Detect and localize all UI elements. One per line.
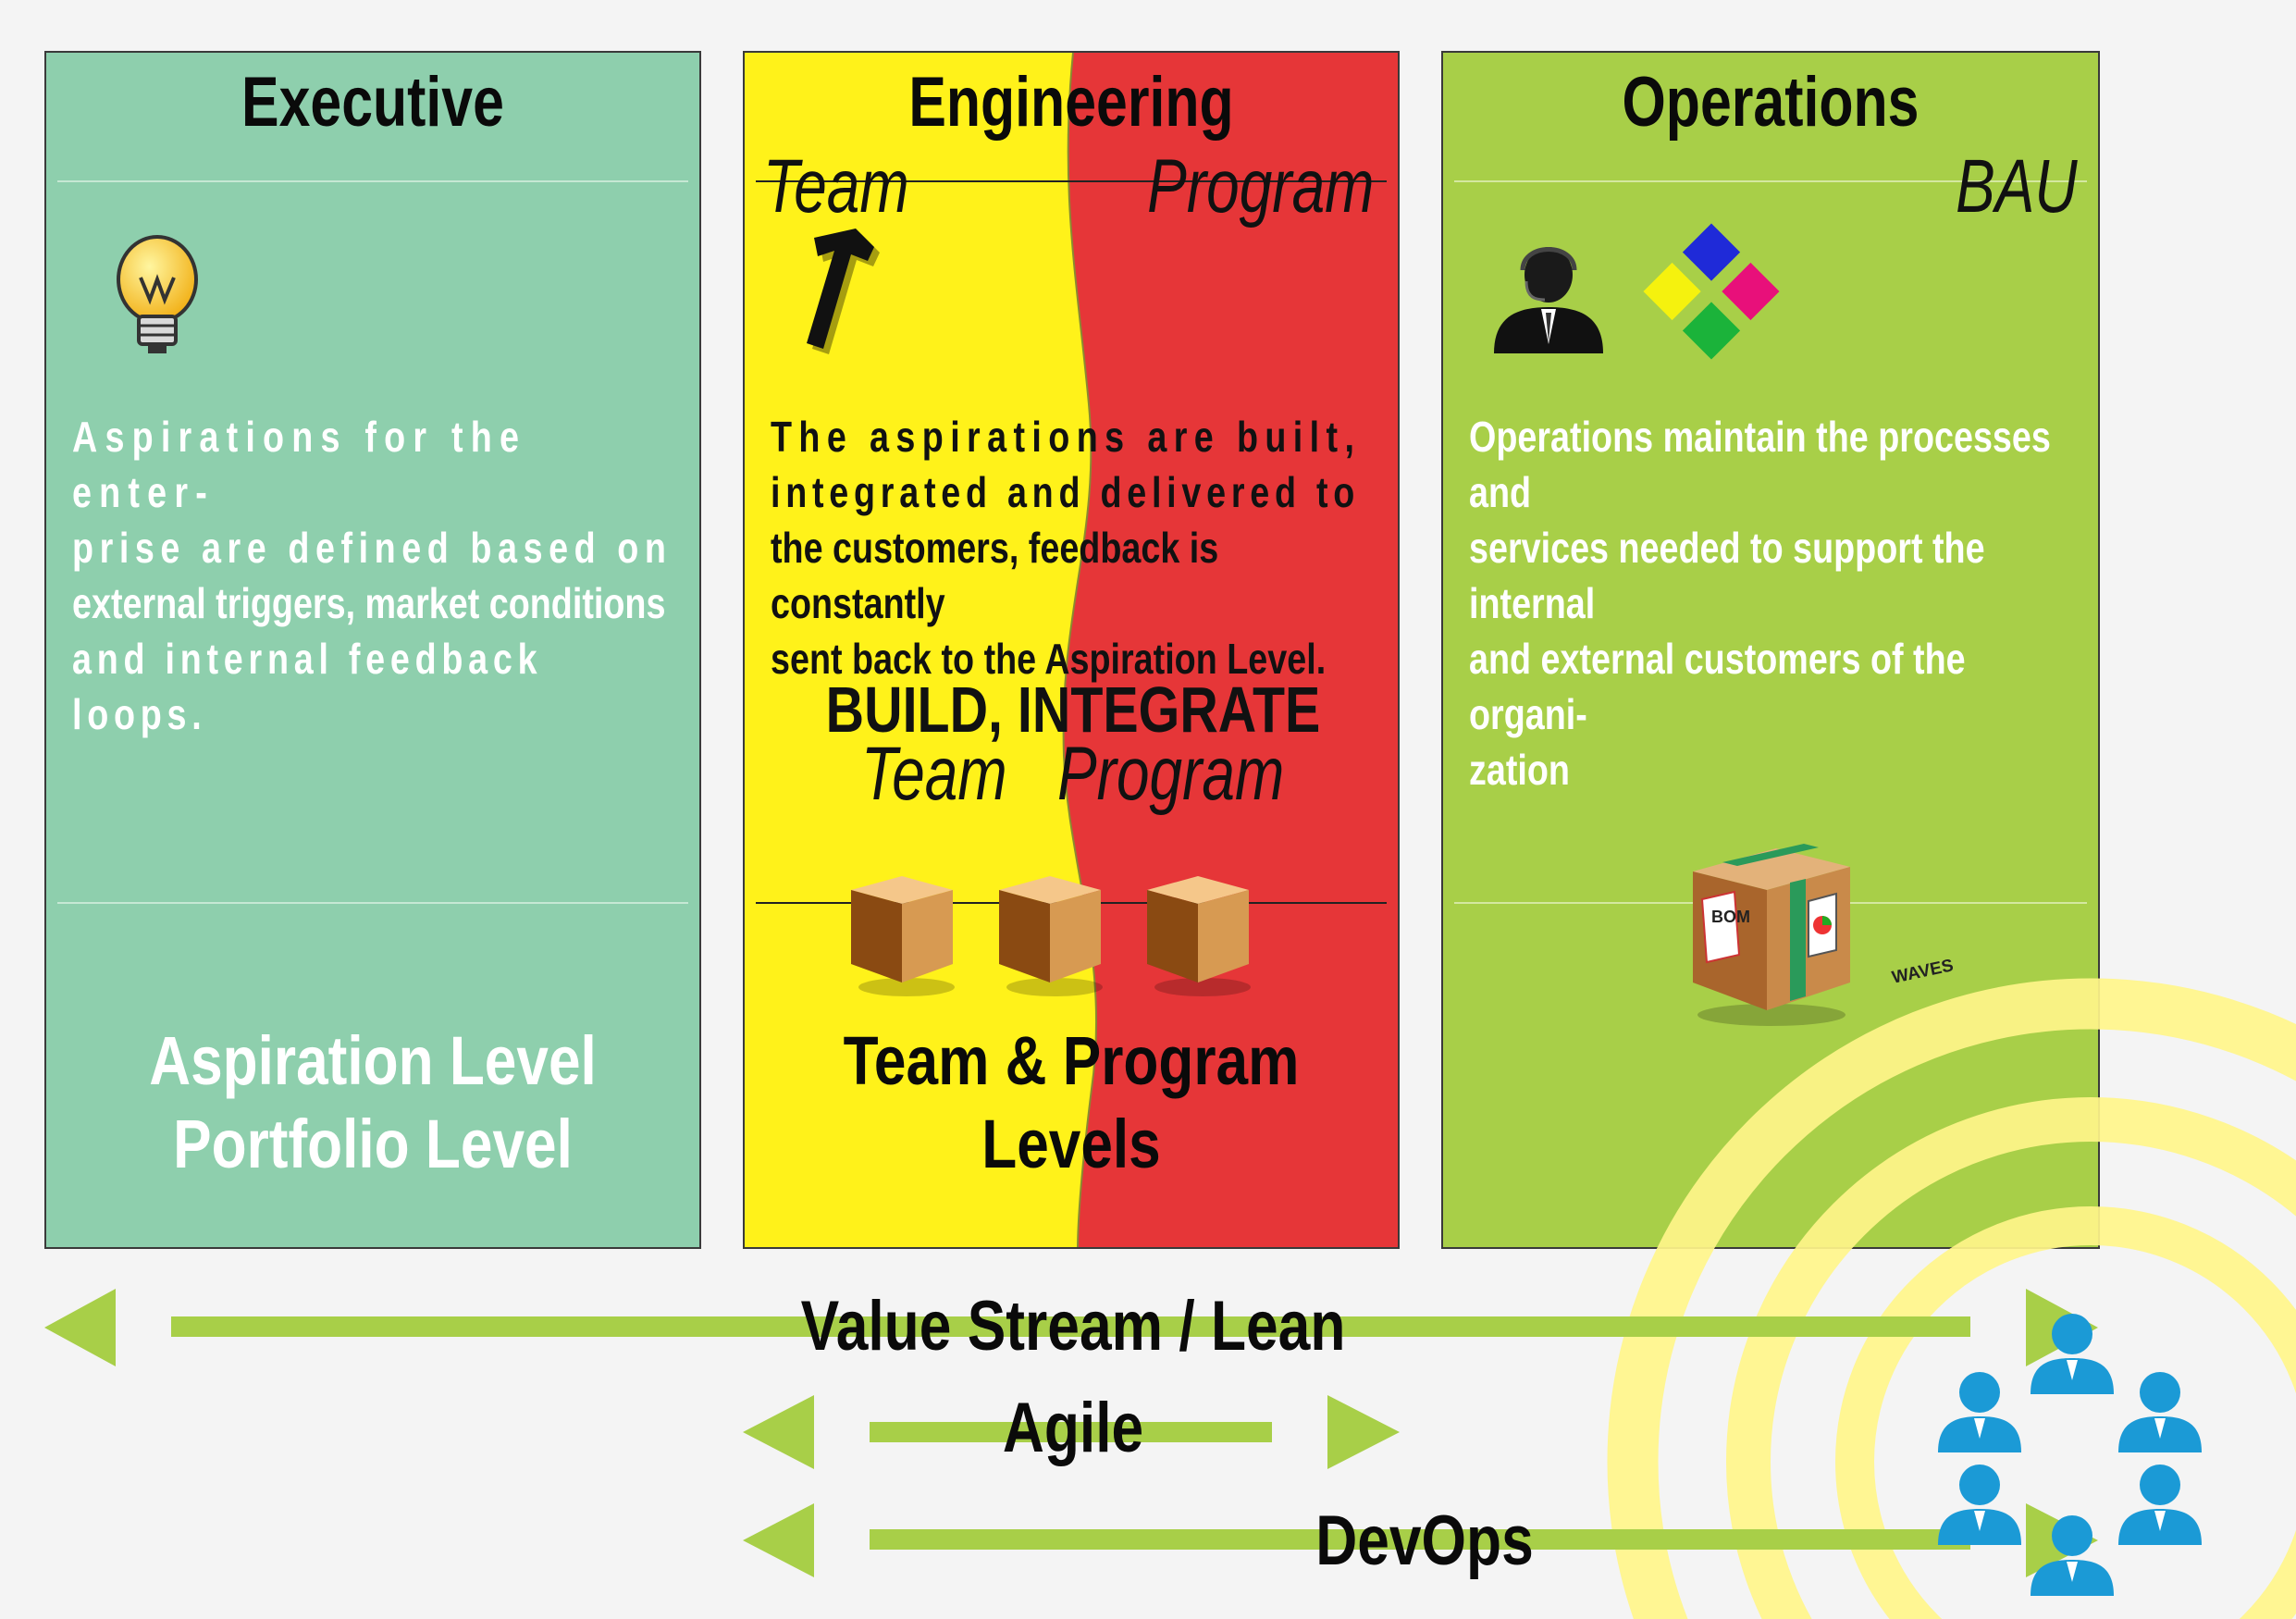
person-icon-4 [1938,1465,2021,1545]
value-stream-bar [171,1316,1970,1337]
hammer-icon [807,229,880,354]
devops-bar [870,1529,1970,1550]
person-icon-1 [2031,1314,2114,1394]
value-stream-label: Value Stream / Lean [800,1287,1346,1366]
executive-desc-line-1: Aspirations for the enter- [72,413,527,516]
box-icon-3 [1147,876,1251,996]
executive-title: Executive [241,63,504,142]
engineering-team-label: Team [763,144,909,229]
engineering-level: Team & Program Levels [796,1020,1345,1186]
agile-right-arrowhead [1327,1395,1400,1469]
operations-desc-line-1: Operations maintain the processes and [1469,413,2051,516]
engineering-desc-line-4: sent back to the Aspiration Level. [771,635,1327,683]
operations-bau-label: BAU [1956,144,2078,229]
engineering-desc-line-2: integrated and delivered to [771,468,1361,516]
executive-description: Aspirations for the enter- prise are def… [72,409,679,742]
agile-left-arrowhead [743,1395,814,1469]
aspiration-level-label: Aspiration Level [149,1022,597,1099]
devops-left-arrowhead [743,1503,814,1577]
engineering-title: Engineering [908,63,1234,142]
team-program-label: Team & Program [843,1022,1300,1099]
colored-squares-icon [1643,223,1780,360]
executive-level: Aspiration Level Portfolio Level [98,1020,647,1186]
boxes-row [851,876,1251,996]
engineering-program-label: Program [1146,144,1374,229]
box-icon-2 [999,876,1103,996]
lightbulb-icon [117,235,198,353]
executive-divider-top [57,180,688,182]
operations-title: Operations [1622,63,1920,142]
portfolio-level-label: Portfolio Level [173,1106,573,1182]
executive-desc-line-4: and internal feedback loops. [72,635,543,738]
operations-desc-line-3: and external customers of the organi- [1469,635,1966,738]
engineering-column: Engineering Team Program The aspirations… [743,51,1400,1249]
executive-desc-line-3: external triggers, market conditions [72,579,666,627]
devops-label: DevOps [1315,1502,1534,1580]
package-icon: BOM [1693,844,1850,1026]
build-program-label: Program [1057,732,1285,816]
agile-bar [870,1422,1272,1442]
operations-desc-line-2: services needed to support the internal [1469,524,1985,627]
box-icon-1 [851,876,955,996]
executive-divider-bottom [57,902,688,904]
executive-desc-line-2: prise are defined based on [72,524,673,572]
value-stream-left-arrowhead [44,1289,116,1366]
person-icon-2 [1938,1372,2021,1452]
operator-icon [1494,247,1603,353]
engineering-desc-line-3: the customers, feedback is constantly [771,524,1219,627]
levels-label: Levels [981,1106,1161,1182]
operations-description: Operations maintain the processes and se… [1469,409,2076,797]
engineering-description: The aspirations are built, integrated an… [771,409,1377,686]
executive-column: Executive Aspirations for the enter- pri… [44,51,701,1249]
build-integrate-title: BUILD, INTEGRATE [825,674,1321,746]
operations-desc-line-4: zation [1469,746,1570,794]
person-icon-5 [2118,1465,2202,1545]
engineering-divider-top [756,180,1387,182]
operations-divider-top [1454,180,2087,182]
person-icon-6 [2031,1515,2114,1596]
person-icon-3 [2118,1372,2202,1452]
engineering-desc-line-1: The aspirations are built, [771,413,1362,461]
agile-label: Agile [1002,1389,1144,1467]
package-bom-label: BOM [1711,908,1750,926]
build-team-label: Team [861,732,1007,816]
